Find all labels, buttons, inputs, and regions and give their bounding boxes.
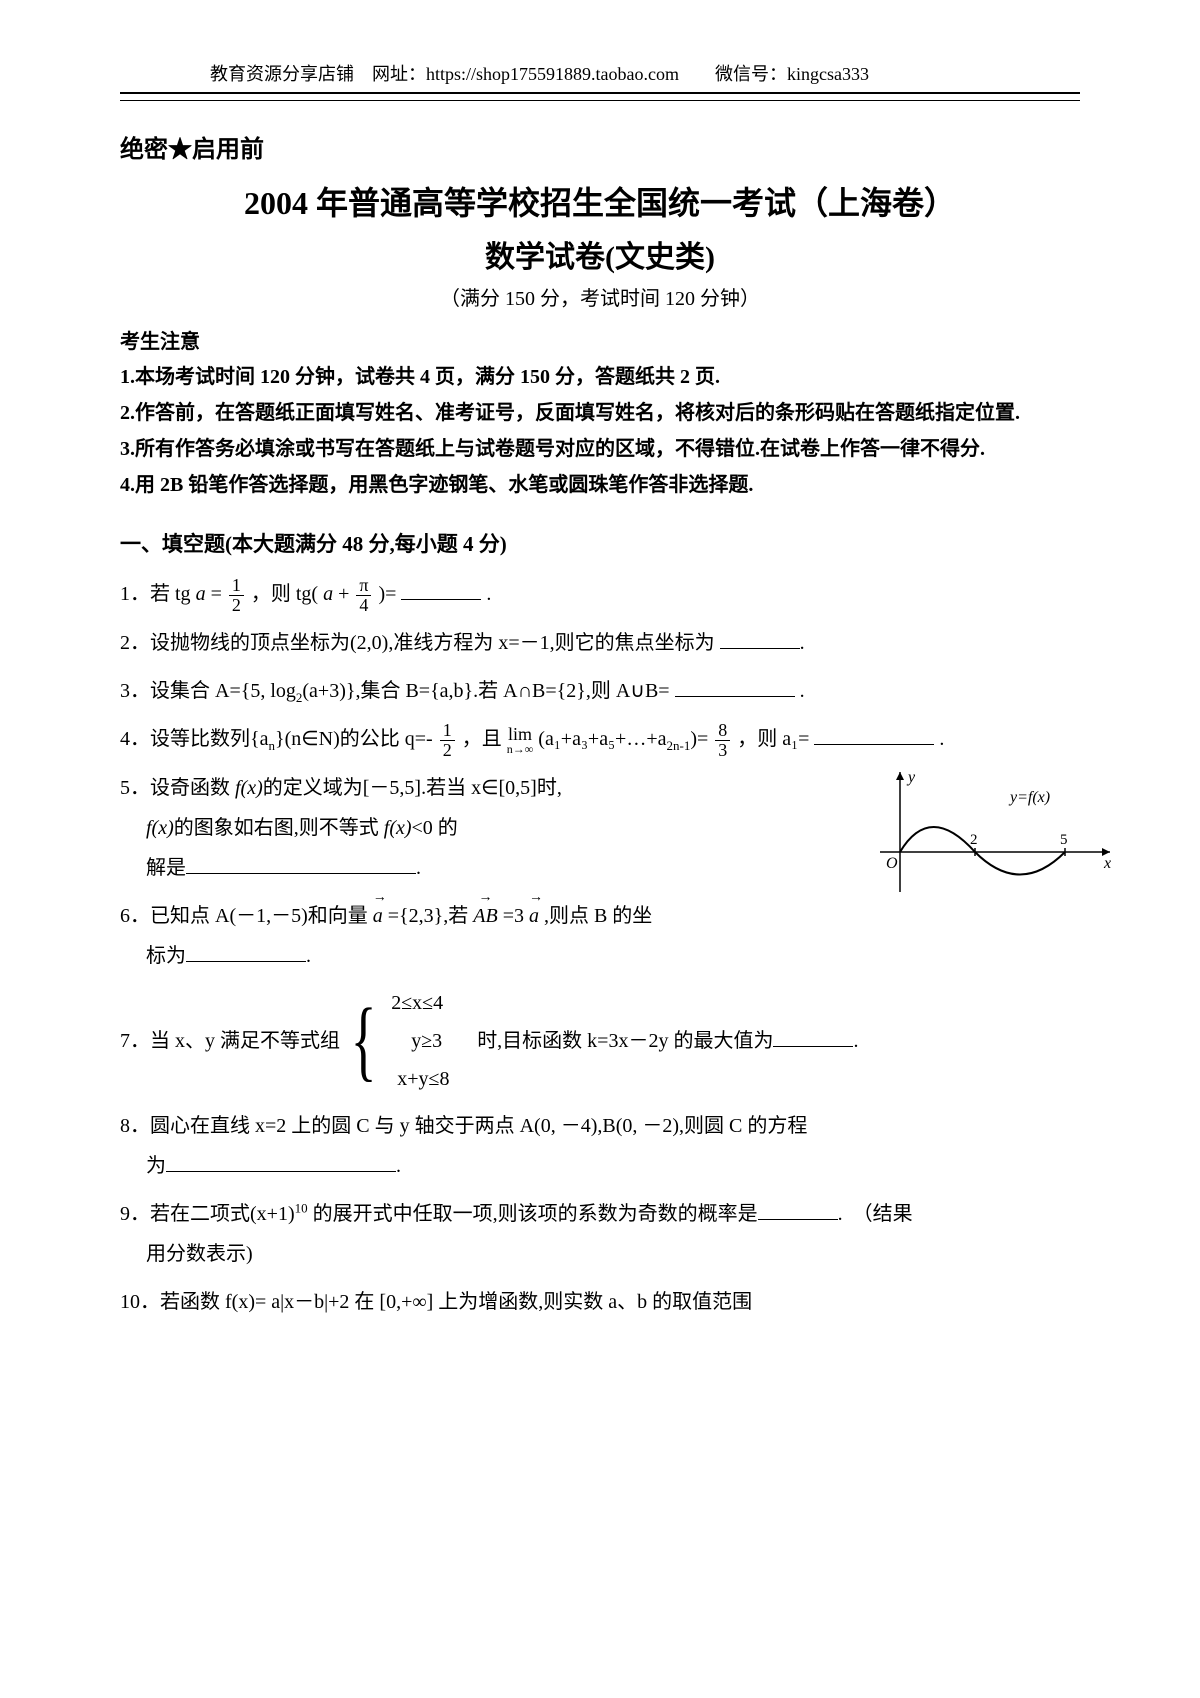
question-5: 5．设奇函数 f(x)的定义域为[－5,5].若当 x∈[0,5]时, f(x)… xyxy=(120,768,1080,888)
q6-vec-ab: AB xyxy=(473,896,497,936)
section-1-title: 一、填空题(本大题满分 48 分,每小题 4 分) xyxy=(120,528,1080,558)
q1-plus: + xyxy=(338,583,349,605)
q6-mid3: ,则点 B 的坐 xyxy=(544,905,652,927)
page-header: 教育资源分享店铺 网址：https://shop175591889.taobao… xyxy=(120,60,1080,94)
q1-pre: 1．若 tg xyxy=(120,583,196,605)
q1-eq: = xyxy=(211,583,222,605)
q6-vec-a2: a xyxy=(529,896,539,936)
question-3: 3．设集合 A={5, log2(a+3)},集合 B={a,b}.若 A∩B=… xyxy=(120,671,1080,711)
q5-period: . xyxy=(416,857,421,879)
question-10: 10．若函数 f(x)= a|x－b|+2 在 [0,+∞] 上为增函数,则实数… xyxy=(120,1282,1080,1322)
q4-mid2: ，且 xyxy=(462,728,502,750)
q9-exp: 10 xyxy=(295,1200,308,1215)
question-6: 6．已知点 A(－1,－5)和向量 a ={2,3},若 AB =3 a ,则点… xyxy=(120,896,1080,976)
q3-mid: (a+3)},集合 B={a,b}.若 A∩B={2},则 A∪B= xyxy=(302,680,669,702)
q4-frac1: 12 xyxy=(440,721,455,760)
graph-fx-label: y=f(x) xyxy=(1008,789,1050,806)
tick-5: 5 xyxy=(1060,832,1068,848)
q3-pre: 3．设集合 A={5, log xyxy=(120,680,296,702)
q7-pre: 7．当 x、y 满足不等式组 xyxy=(120,1021,340,1061)
q4-frac2: 83 xyxy=(715,721,730,760)
q8-period: . xyxy=(396,1155,401,1177)
title-meta: （满分 150 分，考试时间 120 分钟） xyxy=(120,282,1080,311)
q4-period: . xyxy=(939,728,944,750)
q7-c1: 2≤x≤4 xyxy=(391,992,443,1014)
q4-mid1: }(n∈N)的公比 q=- xyxy=(275,728,433,750)
q4-sub-2n1: 2n-1 xyxy=(666,738,690,753)
q5-l2b: 的图象如右图,则不等式 xyxy=(174,817,384,839)
q7-tail: 时,目标函数 k=3x－2y 的最大值为 xyxy=(477,1030,773,1052)
notice-4: 4.用 2B 铅笔作答选择题，用黑色字迹钢笔、水笔或圆珠笔作答非选择题. xyxy=(120,468,1080,502)
q9-period: . （结果 xyxy=(838,1203,913,1225)
q4-series: (a₁+a₃+a₅+…+a xyxy=(538,728,666,750)
q8-blank xyxy=(166,1149,396,1172)
q7-conditions: 2≤x≤4 y≥3 时,目标函数 k=3x－2y 的最大值为. x+y≤8 xyxy=(391,984,858,1098)
axis-y-label: y xyxy=(906,769,916,786)
q6-period: . xyxy=(306,945,311,967)
question-2: 2．设抛物线的顶点坐标为(2,0),准线方程为 x=－1,则它的焦点坐标为 . xyxy=(120,623,1080,663)
q7-c3: x+y≤8 xyxy=(391,1068,449,1090)
q4-blank xyxy=(814,722,934,745)
q7-c2: y≥3 xyxy=(391,1030,442,1052)
q4-mid3: )= xyxy=(690,728,708,750)
q6-vec-a1: a xyxy=(373,896,383,936)
notice-heading: 考生注意 xyxy=(120,325,1080,354)
q1-period: . xyxy=(486,583,491,605)
q1-post: )= xyxy=(378,583,396,605)
q7-blank xyxy=(773,1024,853,1047)
q6-blank xyxy=(186,939,306,962)
q1-mid: ，则 tg( xyxy=(251,583,323,605)
q5-fx1: f(x) xyxy=(235,777,263,799)
q1-blank xyxy=(401,577,481,600)
q5-fx2: f(x) xyxy=(146,817,174,839)
q5-l2d: <0 的 xyxy=(412,817,458,839)
q1-frac1: 12 xyxy=(229,576,244,615)
q4-mid4: ，则 a₁= xyxy=(737,728,809,750)
origin-label: O xyxy=(886,855,898,872)
q5-blank xyxy=(186,851,416,874)
q4-pre: 4．设等比数列{a xyxy=(120,728,268,750)
q9-mid: 的展开式中任取一项,则该项的系数为奇数的概率是 xyxy=(308,1203,758,1225)
q9-blank xyxy=(758,1197,838,1220)
q5-graph: y x O 2 5 y=f(x) xyxy=(860,762,1120,902)
notice-2: 2.作答前，在答题纸正面填写姓名、准考证号，反面填写姓名，将核对后的条形码贴在答… xyxy=(120,396,1080,430)
question-8: 8．圆心在直线 x=2 上的圆 C 与 y 轴交于两点 A(0, －4),B(0… xyxy=(120,1106,1080,1186)
q3-period: . xyxy=(800,680,805,702)
q2-text: 2．设抛物线的顶点坐标为(2,0),准线方程为 x=－1,则它的焦点坐标为 xyxy=(120,632,715,654)
q6-pre: 6．已知点 A(－1,－5)和向量 xyxy=(120,905,368,927)
q1-var1: a xyxy=(196,583,206,605)
notice-3: 3.所有作答务必填涂或书写在答题纸上与试卷题号对应的区域，不得错位.在试卷上作答… xyxy=(120,432,1080,466)
q6-line2: 标为 xyxy=(146,945,186,967)
question-9: 9．若在二项式(x+1)10 的展开式中任取一项,则该项的系数为奇数的概率是 . … xyxy=(120,1194,1080,1274)
q8-line2: 为 xyxy=(146,1155,166,1177)
q5-graph-svg: y x O 2 5 y=f(x) xyxy=(860,762,1120,902)
q7-brace: { xyxy=(351,1005,377,1077)
question-1: 1．若 tg a = 12 ，则 tg( a + π4 )= . xyxy=(120,574,1080,615)
q4-lim: limn→∞ xyxy=(507,725,534,755)
q6-mid1: ={2,3},若 xyxy=(388,905,468,927)
title-main: 2004 年普通高等学校招生全国统一考试（上海卷） xyxy=(120,178,1080,224)
notice-1: 1.本场考试时间 120 分钟，试卷共 4 页，满分 150 分，答题纸共 2 … xyxy=(120,360,1080,394)
q5-l1b: 的定义域为[－5,5].若当 x∈[0,5]时, xyxy=(263,777,562,799)
q5-fx3: f(x) xyxy=(384,817,412,839)
q1-var2: a xyxy=(323,583,333,605)
secrecy-label: 绝密★启用前 xyxy=(120,129,1080,164)
tick-2: 2 xyxy=(970,832,978,848)
q6-mid2: =3 xyxy=(503,905,524,927)
axis-x-label: x xyxy=(1103,855,1111,872)
q9-line2: 用分数表示) xyxy=(120,1243,253,1265)
q5-l1a: 5．设奇函数 xyxy=(120,777,235,799)
question-4: 4．设等比数列{an}(n∈N)的公比 q=- 12 ，且 limn→∞ (a₁… xyxy=(120,719,1080,760)
q5-l3: 解是 xyxy=(146,857,186,879)
q2-blank xyxy=(720,626,800,649)
q8-line: 8．圆心在直线 x=2 上的圆 C 与 y 轴交于两点 A(0, －4),B(0… xyxy=(120,1115,807,1137)
q9-line: 9．若在二项式(x+1) xyxy=(120,1203,295,1225)
q10-line: 10．若函数 f(x)= a|x－b|+2 在 [0,+∞] 上为增函数,则实数… xyxy=(120,1291,752,1313)
q3-blank xyxy=(675,674,795,697)
q7-period: . xyxy=(853,1030,858,1052)
title-sub: 数学试卷(文史类) xyxy=(120,232,1080,276)
header-rule xyxy=(120,100,1080,101)
question-7: 7．当 x、y 满足不等式组 { 2≤x≤4 y≥3 时,目标函数 k=3x－2… xyxy=(120,984,1080,1098)
q1-frac2: π4 xyxy=(356,576,371,615)
